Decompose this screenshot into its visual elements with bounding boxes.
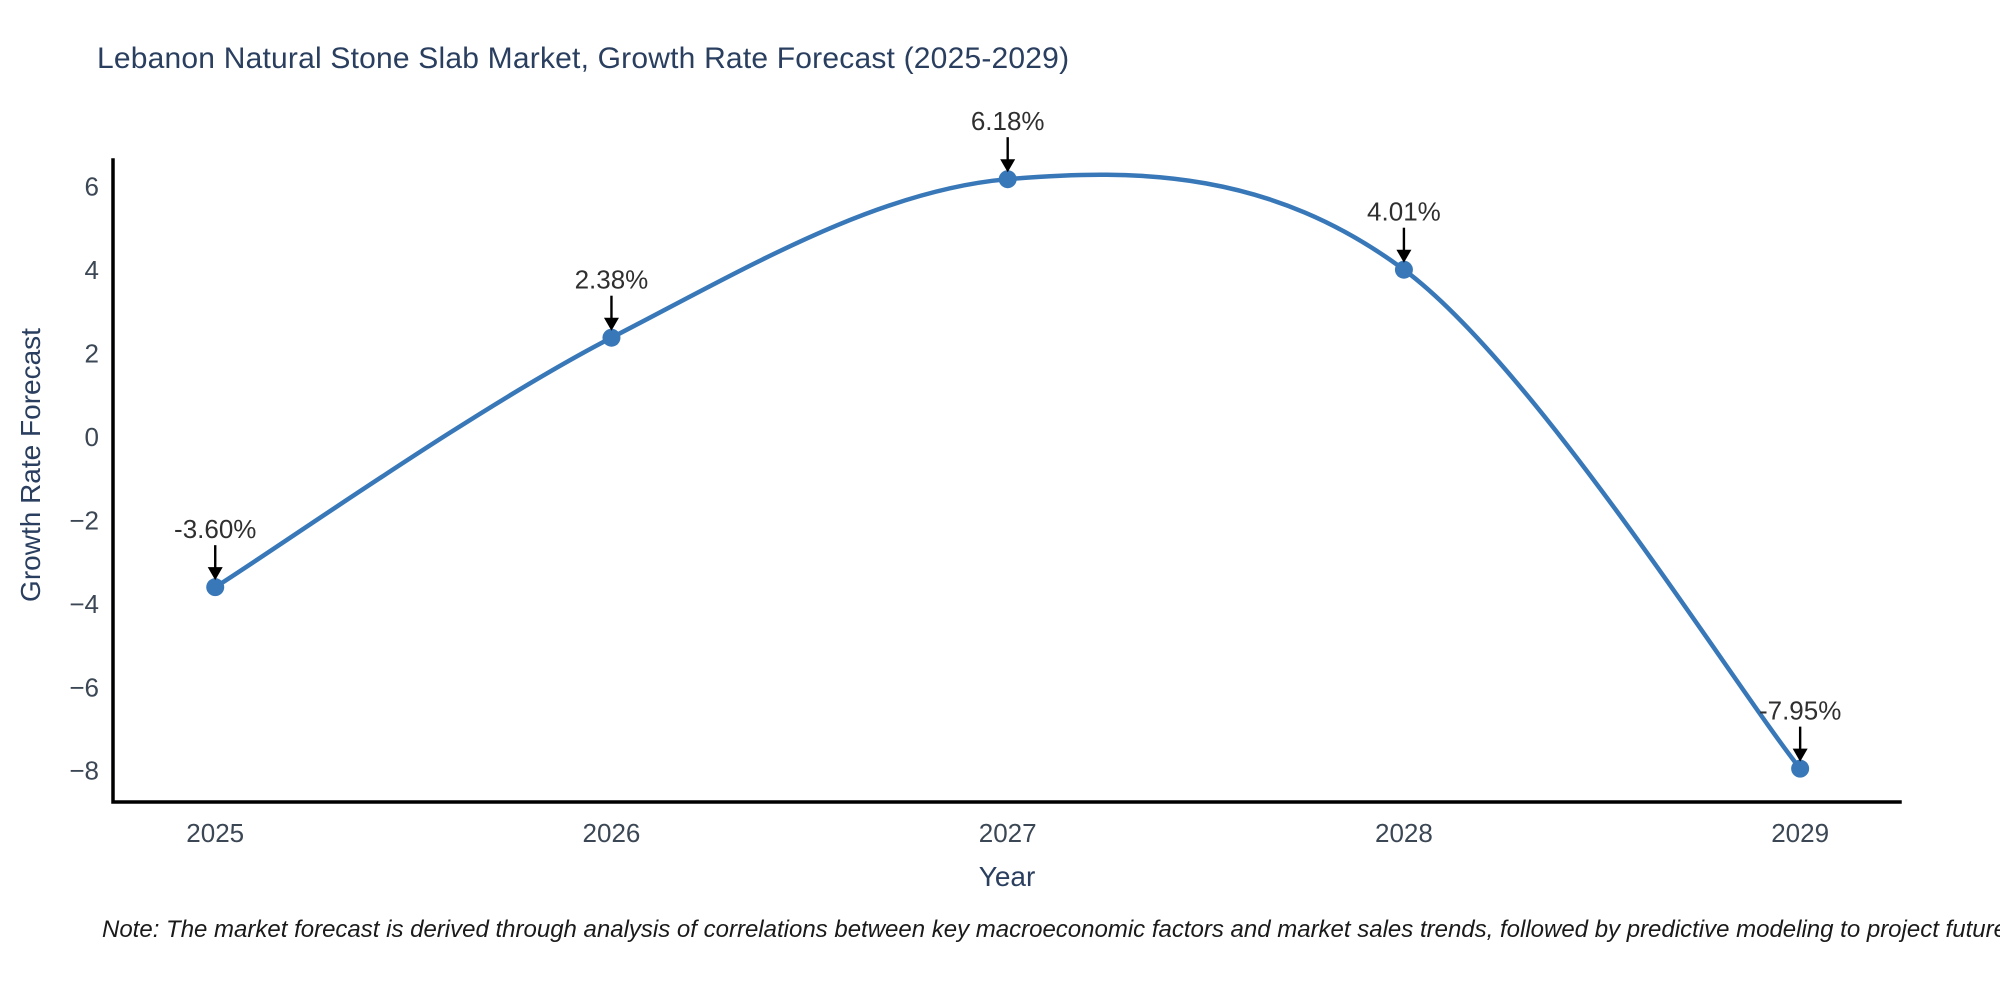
data-point-2029[interactable]: [1791, 759, 1810, 778]
x-tick-label: 2027: [979, 818, 1037, 848]
y-tick-label: −4: [69, 589, 99, 619]
y-tick-label: 2: [85, 339, 99, 369]
axis-lines: [111, 158, 1902, 804]
footnote: Note: The market forecast is derived thr…: [102, 916, 2000, 943]
annotation-arrowhead-icon: [1000, 159, 1016, 173]
point-label: 2.38%: [575, 265, 649, 295]
annotation-arrowhead-icon: [207, 567, 223, 581]
data-point-2026[interactable]: [602, 328, 621, 347]
y-tick-label: −6: [69, 672, 99, 702]
point-label: 6.18%: [971, 106, 1045, 136]
y-tick-label: −2: [69, 505, 99, 535]
y-tick-label: 6: [85, 172, 99, 202]
y-axis-title: Growth Rate Forecast: [15, 328, 46, 602]
point-label: -3.60%: [174, 514, 256, 544]
y-tick-label: 0: [85, 422, 99, 452]
x-tick-label: 2029: [1771, 818, 1829, 848]
point-label: 4.01%: [1367, 197, 1441, 227]
annotation-arrowhead-icon: [603, 317, 619, 331]
x-tick-label: 2025: [186, 818, 244, 848]
y-tick-label: −8: [69, 756, 99, 786]
data-point-2025[interactable]: [206, 578, 225, 597]
chart-title: Lebanon Natural Stone Slab Market, Growt…: [97, 42, 1070, 75]
x-axis-title: Year: [978, 861, 1036, 892]
data-point-2027[interactable]: [998, 170, 1017, 189]
x-tick-label: 2028: [1375, 818, 1433, 848]
point-label: -7.95%: [1759, 696, 1841, 726]
data-point-2028[interactable]: [1394, 260, 1413, 279]
annotation-arrowhead-icon: [1792, 748, 1808, 762]
annotation-arrowhead-icon: [1396, 249, 1412, 263]
x-tick-label: 2026: [583, 818, 641, 848]
y-tick-label: 4: [85, 255, 99, 285]
forecast-line: [214, 172, 1802, 771]
